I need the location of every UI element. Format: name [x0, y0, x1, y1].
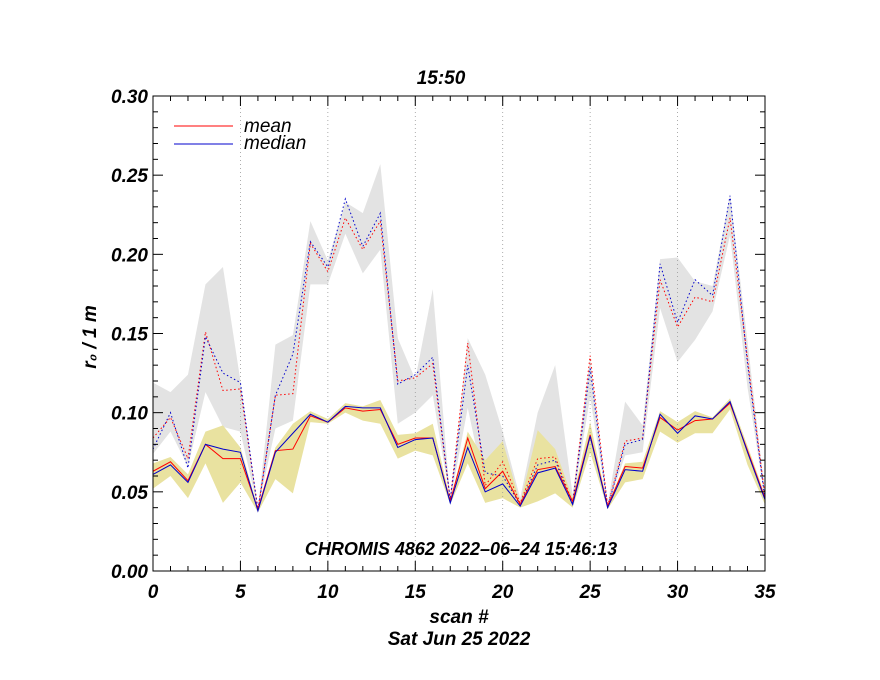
x-axis-label: scan #	[429, 607, 489, 628]
x-tick-label-2: 10	[317, 582, 339, 603]
y-tick-label-4: 0.20	[111, 245, 148, 266]
y-tick-label-3: 0.15	[111, 325, 148, 346]
legend-label-median: median	[244, 133, 306, 154]
x-tick-label-5: 25	[579, 582, 602, 603]
ticks-layer: 0 5 10 15 20 25 30 35 0.00 0.05 0.10 0.15 0.20 0.25 0.…	[111, 87, 776, 603]
chart-title: 15:50	[417, 68, 466, 89]
y-tick-label-1: 0.05	[111, 483, 148, 504]
date-label: Sat Jun 25 2022	[388, 629, 531, 650]
band-0	[153, 164, 765, 510]
y-tick-label-0: 0.00	[111, 562, 148, 583]
y-tick-label-2: 0.10	[111, 404, 148, 425]
x-tick-label-1: 5	[235, 582, 246, 603]
y-tick-label-5: 0.25	[111, 166, 148, 187]
x-tick-label-3: 15	[405, 582, 427, 603]
x-tick-label-0: 0	[148, 582, 159, 603]
chart-annotation: CHROMIS 4862 2022–06–24 15:46:13	[305, 539, 617, 559]
y-tick-label-6: 0.30	[111, 87, 148, 108]
x-tick-label-6: 30	[667, 582, 689, 603]
legend-label-mean: mean	[244, 116, 292, 137]
series-line-3	[152, 195, 766, 511]
y-axis-label: r₀ / 1 m	[80, 305, 101, 369]
x-tick-label-7: 35	[754, 582, 776, 603]
series-layer	[152, 195, 766, 513]
band-1	[153, 398, 765, 513]
bands-layer	[153, 164, 765, 513]
x-tick-label-4: 20	[491, 582, 514, 603]
series-line-1	[152, 400, 766, 513]
legend: mean median	[174, 116, 306, 154]
series-line-2	[152, 216, 766, 510]
